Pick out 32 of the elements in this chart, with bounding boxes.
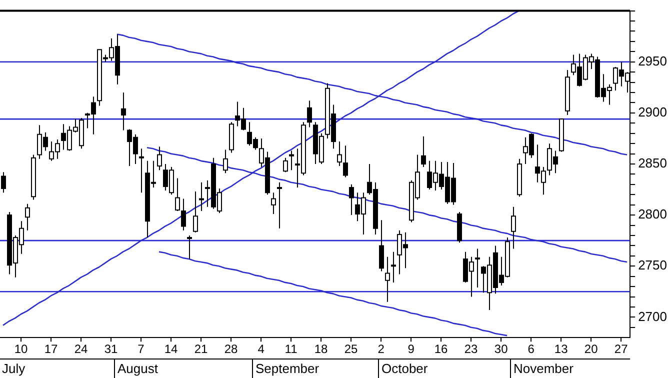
y-tick-label: 2850 [638,156,667,171]
x-tick-label: 28 [224,342,238,356]
x-tick-label: 18 [314,342,328,356]
text: July [2,361,26,376]
text: September [256,361,320,376]
x-tick-label: 24 [74,342,88,356]
y-tick-label: 2700 [638,308,667,324]
x-tick-label: 14 [164,342,178,356]
y-tick-label: 2750 [638,258,667,273]
x-tick-label: 30 [494,342,508,356]
x-tick-label: 4 [258,342,265,356]
x-tick-label: 17 [44,342,58,356]
x-tick-label: 23 [464,342,478,356]
y-tick-label: 2950 [638,53,667,68]
text: November [514,361,574,376]
y-tick-label: 2800 [638,206,667,222]
x-tick-label: 6 [528,342,535,356]
x-tick-label: 31 [104,342,118,356]
x-tick-label: 9 [408,342,415,356]
x-tick-label: 13 [554,342,568,356]
x-tick-label: 11 [284,342,298,356]
x-tick-label: 25 [344,342,358,356]
x-tick-label: 20 [584,342,598,356]
text: October [382,361,428,376]
x-tick-label: 10 [14,342,28,356]
x-tick-label: 27 [614,342,628,356]
x-tick-label: 21 [194,342,208,356]
y-tick-label: 2900 [638,104,667,120]
x-tick-label: 2 [378,342,385,356]
text: August [118,361,158,376]
x-tick-label: 16 [434,342,448,356]
x-tick-label: 7 [138,342,145,356]
